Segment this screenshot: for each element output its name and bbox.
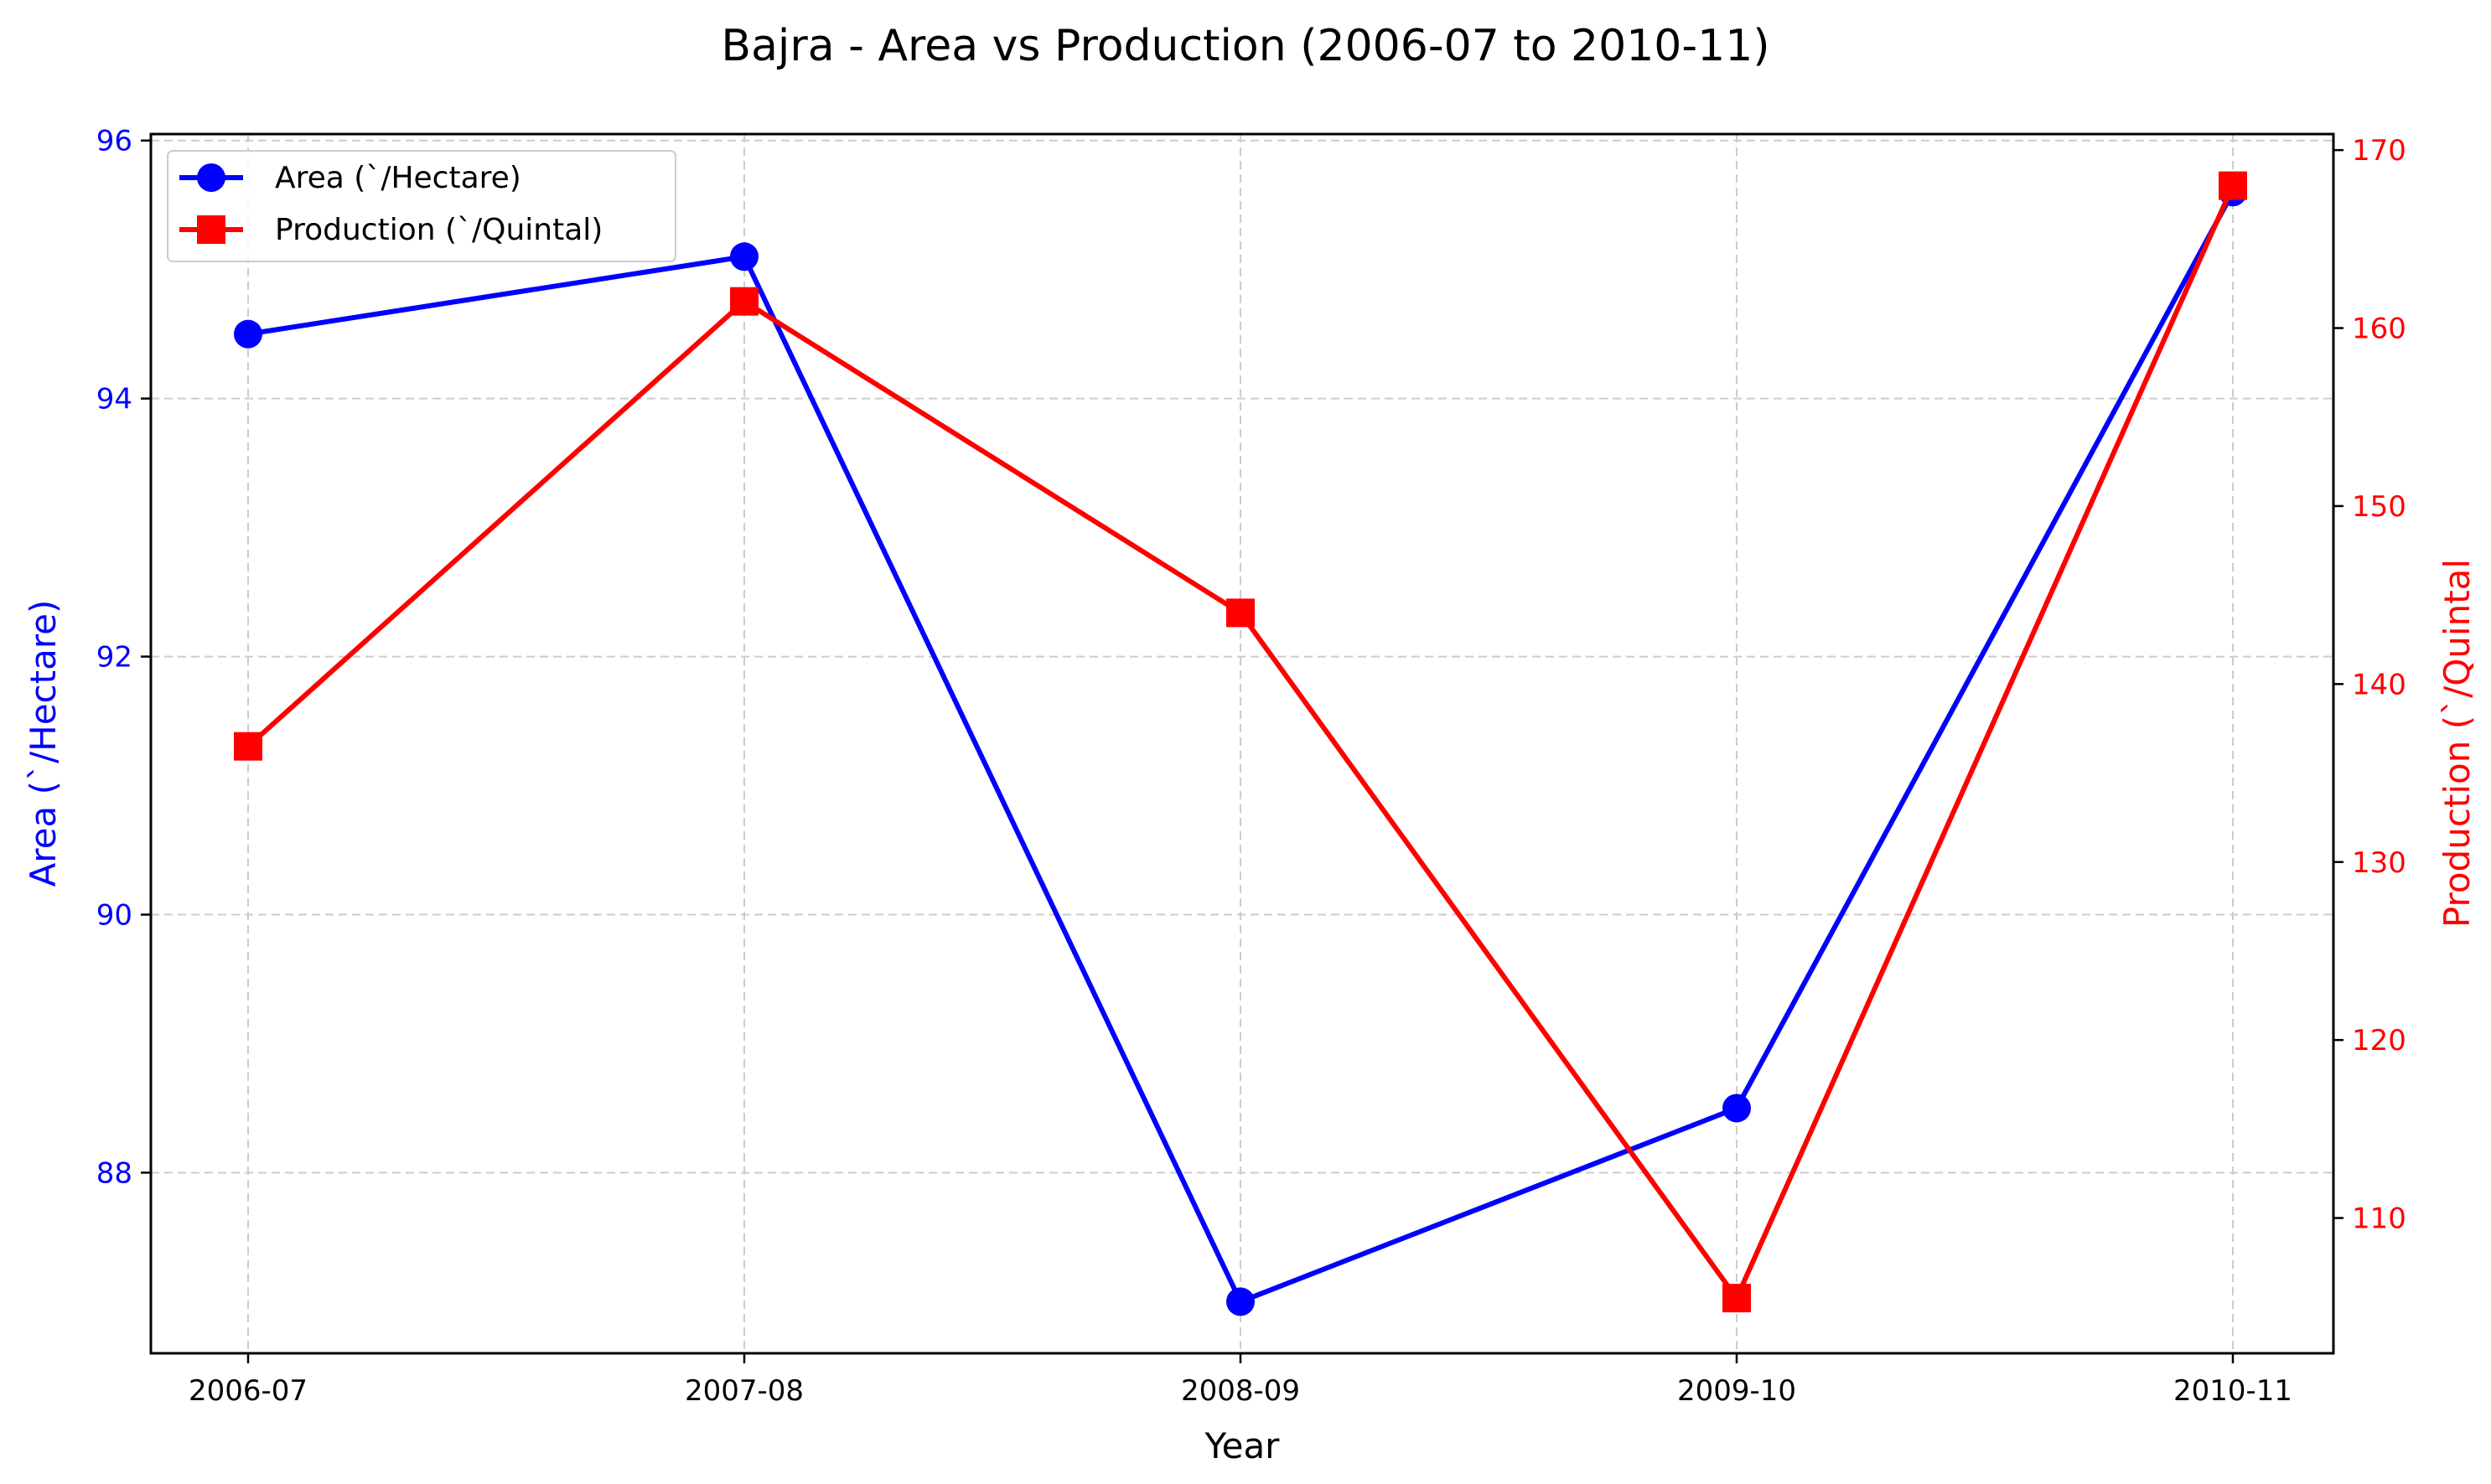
x-tick-label: 2009-10 xyxy=(1677,1374,1796,1408)
y-left-tick-label: 88 xyxy=(96,1156,132,1190)
y-left-tick-label: 90 xyxy=(96,899,132,933)
legend-label: Area (`/Hectare) xyxy=(275,161,521,195)
y-right-tick-label: 140 xyxy=(2352,668,2406,701)
y-left-tick-label: 92 xyxy=(96,641,132,675)
y-right-tick-label: 110 xyxy=(2352,1202,2406,1236)
data-point xyxy=(1226,1287,1255,1316)
y-left-tick-label: 96 xyxy=(96,125,132,158)
y-axis-left: 88 90 92 94 96 xyxy=(96,125,151,1190)
data-point xyxy=(1722,1284,1751,1313)
x-tick-label: 2006-07 xyxy=(189,1374,308,1408)
x-tick-label: 2008-09 xyxy=(1181,1374,1300,1408)
y-axis-right: 110 120 130 140 150 160 170 xyxy=(2333,134,2406,1236)
series-layer xyxy=(234,171,2247,1316)
series-2 xyxy=(234,171,2247,1313)
x-axis: 2006-07 2007-08 2008-09 2009-10 2010-11 xyxy=(189,1353,2292,1408)
x-axis-title: Year xyxy=(1204,1425,1281,1466)
series-1 xyxy=(234,178,2247,1316)
y-right-tick-label: 120 xyxy=(2352,1024,2406,1057)
legend: Area (`/Hectare) Production (`/Quintal) xyxy=(167,150,676,262)
chart-title: Bajra - Area vs Production (2006-07 to 2… xyxy=(721,21,1769,71)
y-axis-left-title: Area (`/Hectare) xyxy=(23,600,64,887)
y-right-tick-label: 170 xyxy=(2352,134,2406,168)
data-point xyxy=(730,242,759,271)
data-point xyxy=(2219,171,2247,200)
data-point xyxy=(1722,1094,1751,1123)
data-point xyxy=(1226,598,1255,628)
data-point xyxy=(730,287,759,316)
legend-swatch-marker xyxy=(197,163,225,192)
data-point xyxy=(234,732,262,761)
y-axis-right-title: Production (`/Quintal xyxy=(2437,559,2478,928)
x-tick-label: 2007-08 xyxy=(685,1374,804,1408)
y-right-tick-label: 130 xyxy=(2352,846,2406,880)
legend-box xyxy=(167,150,676,262)
data-point xyxy=(234,319,262,349)
y-left-tick-label: 94 xyxy=(96,383,132,416)
legend-swatch-marker xyxy=(197,215,225,244)
y-right-tick-label: 160 xyxy=(2352,313,2406,346)
legend-item: Area (`/Hectare) xyxy=(179,161,521,195)
legend-item: Production (`/Quintal) xyxy=(179,213,603,247)
x-tick-label: 2010-11 xyxy=(2173,1374,2292,1408)
y-right-tick-label: 150 xyxy=(2352,490,2406,524)
plot-frame xyxy=(149,132,2335,1355)
legend-label: Production (`/Quintal) xyxy=(275,213,603,247)
